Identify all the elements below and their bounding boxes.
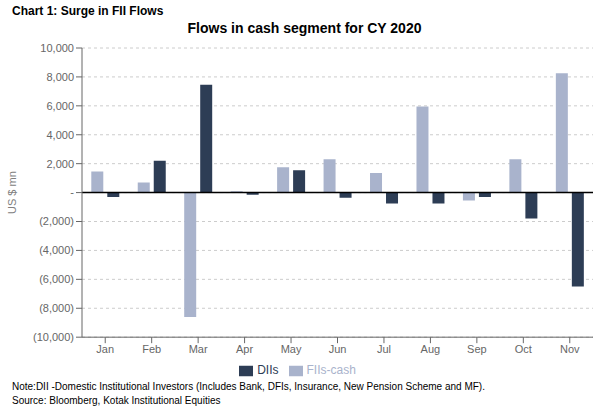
svg-text:Feb: Feb xyxy=(142,343,161,355)
svg-text:10,000: 10,000 xyxy=(40,42,74,54)
svg-text:2,000: 2,000 xyxy=(46,158,74,170)
svg-text:(2,000): (2,000) xyxy=(39,215,74,227)
svg-text:4,000: 4,000 xyxy=(46,129,74,141)
html-text:Note:DII -Domestic Institution: Note:DII -Domestic Institutional Investo… xyxy=(12,381,485,392)
svg-text:Jul: Jul xyxy=(377,343,391,355)
svg-text:(4,000): (4,000) xyxy=(39,244,74,256)
svg-text:Oct: Oct xyxy=(515,343,532,355)
svg-text:Aug: Aug xyxy=(421,343,441,355)
html-text:Source: Bloomberg, Kotak Insti: Source: Bloomberg, Kotak Institutional E… xyxy=(12,395,221,406)
svg-text:Apr: Apr xyxy=(236,343,253,355)
svg-text:Nov: Nov xyxy=(560,343,580,355)
html-text:FIIs-cash: FIIs-cash xyxy=(306,363,356,378)
html-text:Flows in cash segment for CY 2: Flows in cash segment for CY 2020 xyxy=(187,20,422,36)
svg-text:(10,000): (10,000) xyxy=(33,331,74,343)
svg-text:-: - xyxy=(70,186,74,198)
svg-text:8,000: 8,000 xyxy=(46,71,74,83)
html-text:DIIs: DIIs xyxy=(257,363,279,378)
svg-text:Sep: Sep xyxy=(467,343,487,355)
svg-text:6,000: 6,000 xyxy=(46,100,74,112)
svg-text:(8,000): (8,000) xyxy=(39,302,74,314)
svg-text:Jun: Jun xyxy=(329,343,347,355)
svg-text:Jan: Jan xyxy=(96,343,114,355)
svg-text:US $ mn: US $ mn xyxy=(8,171,18,214)
svg-text:Mar: Mar xyxy=(189,343,208,355)
svg-text:May: May xyxy=(281,343,302,355)
svg-text:(6,000): (6,000) xyxy=(39,273,74,285)
html-text:Chart 1: Surge in FII Flows: Chart 1: Surge in FII Flows xyxy=(12,4,164,18)
